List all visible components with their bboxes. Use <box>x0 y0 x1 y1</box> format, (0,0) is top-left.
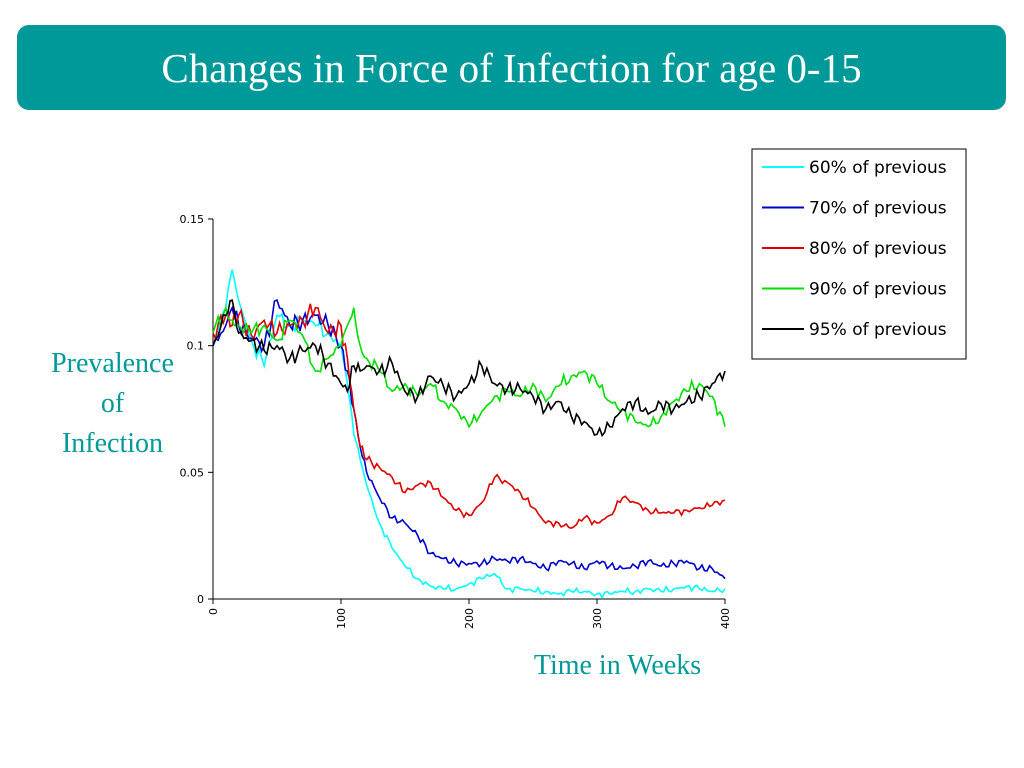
series-line-5 <box>212 299 726 438</box>
x-tick-label: 100 <box>335 608 348 629</box>
legend-label: 70% of previous <box>809 199 947 219</box>
legend-label: 60% of previous <box>809 158 947 178</box>
legend-box <box>751 148 967 360</box>
x-tick-label: 300 <box>591 608 604 629</box>
y-axis-label: Prevalence of Infection <box>30 344 195 464</box>
y-axis-label-line: Prevalence <box>51 348 174 379</box>
legend-label: 90% of previous <box>809 280 947 300</box>
y-axis-label-line: of <box>100 388 125 419</box>
x-tick-label: 400 <box>719 608 732 629</box>
y-tick-label: 0.05 <box>180 466 205 479</box>
x-tick-label: 0 <box>207 608 220 615</box>
y-tick-label: 0.15 <box>180 213 205 226</box>
y-tick-label: 0 <box>197 593 204 606</box>
x-tick-label: 200 <box>463 608 476 629</box>
series-line-2 <box>212 299 726 580</box>
legend-label: 95% of previous <box>809 320 947 340</box>
legend-label: 80% of previous <box>809 239 947 259</box>
y-tick-label: 0.1 <box>187 340 205 353</box>
title-banner: Changes in Force of Infection for age 0-… <box>17 25 1006 110</box>
slide-title: Changes in Force of Infection for age 0-… <box>161 44 862 91</box>
series-line-1 <box>212 269 726 600</box>
series-line-4 <box>212 304 726 429</box>
series-line-3 <box>212 303 726 529</box>
y-axis-label-line: Infection <box>61 428 164 459</box>
x-axis-label: Time in Weeks <box>533 650 702 681</box>
